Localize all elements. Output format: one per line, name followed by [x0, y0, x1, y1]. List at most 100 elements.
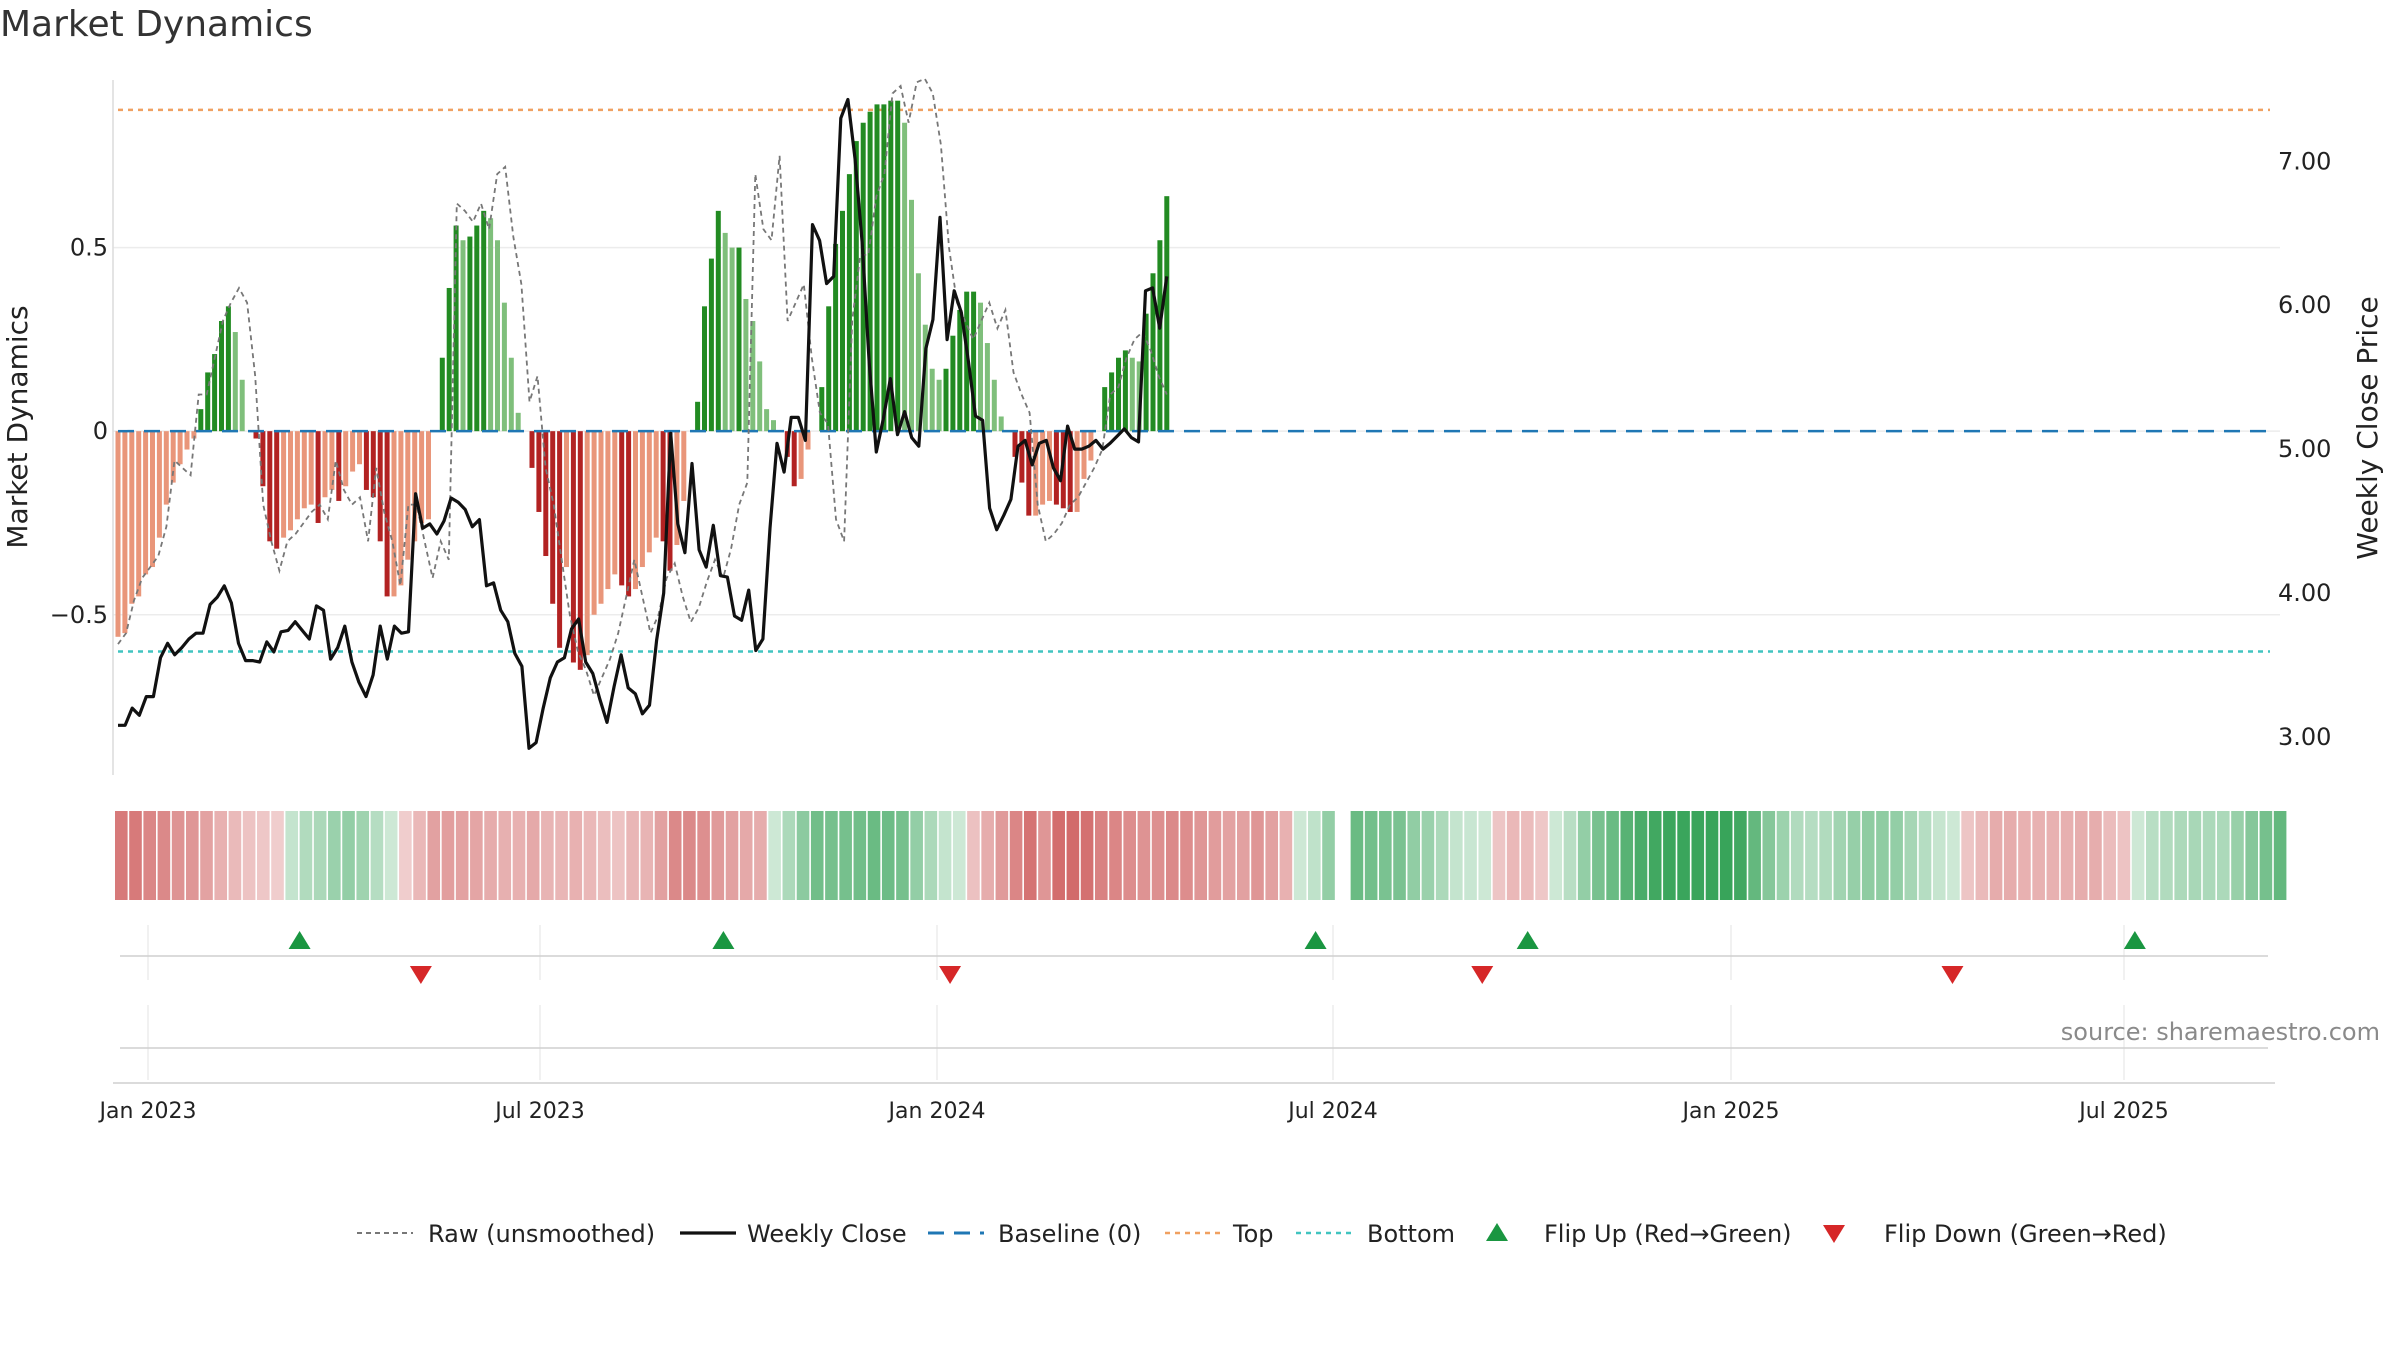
heat-cell [2202, 811, 2216, 900]
heat-cell [1592, 811, 1605, 900]
heat-cell [697, 811, 710, 900]
dynamics-bar [577, 431, 583, 670]
heat-cell [512, 811, 526, 900]
dynamics-bar [543, 431, 549, 557]
heat-cell [1521, 811, 1534, 900]
dynamics-bar [336, 431, 342, 501]
heat-cell [1833, 811, 1847, 900]
right-tick-label: 5.00 [2278, 435, 2331, 463]
dynamics-bar [1026, 431, 1032, 516]
left-tick-label: 0.5 [70, 234, 108, 262]
dynamics-bar [308, 431, 314, 505]
dynamics-bar [1109, 372, 1115, 432]
x-tick-label: Jul 2025 [2077, 1099, 2169, 1124]
dynamics-bar [791, 431, 797, 487]
heat-cell [328, 811, 341, 900]
dynamics-bar [343, 431, 349, 487]
dynamics-bar [115, 431, 121, 637]
dynamics-bar [405, 431, 411, 560]
dynamics-bar [198, 409, 204, 432]
dynamics-bar [536, 431, 542, 512]
flip-up-marker [712, 931, 735, 949]
dynamics-bar [750, 321, 756, 432]
dynamics-bar [867, 111, 873, 432]
heat-cell [399, 811, 412, 900]
heat-cell [1932, 811, 1946, 900]
heat-cell [313, 811, 327, 900]
left-tick-label: −0.5 [50, 601, 108, 629]
heat-cell [1961, 811, 1974, 900]
dynamics-bars [115, 100, 1170, 670]
flip-down-marker [409, 966, 432, 984]
dynamics-bar [398, 431, 404, 586]
dynamics-bar [826, 306, 832, 432]
dynamics-bar [122, 431, 128, 634]
heat-cell [2131, 811, 2145, 900]
dynamics-bar [757, 361, 763, 432]
heat-cell [1137, 811, 1151, 900]
heat-cell [739, 811, 753, 900]
heat-cell [569, 811, 583, 900]
heat-cell [143, 811, 157, 900]
legend-item: Flip Down (Green→Red) [1823, 1220, 2167, 1248]
heat-cell [2117, 811, 2131, 900]
dynamics-bar [771, 420, 776, 432]
legend-swatch-flip-up [1486, 1223, 1508, 1241]
heat-cell [470, 811, 483, 900]
heat-cell [896, 811, 909, 900]
heat-cell [924, 811, 938, 900]
legend-label: Bottom [1367, 1220, 1455, 1248]
legend-label: Baseline (0) [998, 1220, 1141, 1248]
dynamics-bar [1150, 273, 1156, 432]
heat-cell [115, 811, 128, 900]
heat-cell [2160, 811, 2173, 900]
heat-cell [1989, 811, 2003, 900]
heat-cell [214, 811, 228, 900]
dynamics-bar [508, 357, 514, 432]
dynamics-bar [322, 431, 328, 498]
dynamics-bar [695, 401, 701, 432]
dynamics-bar [260, 431, 266, 487]
heat-cell [157, 811, 171, 900]
heat-cell [342, 811, 355, 900]
heat-cell [640, 811, 654, 900]
heat-cell [1094, 811, 1108, 900]
legend-swatch-flip-down [1823, 1225, 1845, 1243]
heat-cell [498, 811, 512, 900]
heat-cell [2145, 811, 2159, 900]
heat-cell [1549, 811, 1563, 900]
legend: Raw (unsmoothed) Weekly Close Baseline (0)… [357, 1220, 2167, 1248]
dynamics-bar [570, 431, 576, 663]
heat-strip [115, 811, 2287, 900]
dynamics-bar [936, 379, 942, 432]
heat-cell [1222, 811, 1236, 900]
dynamics-bar [253, 431, 259, 439]
gridlines [113, 108, 2280, 1080]
dynamics-bar [584, 431, 590, 656]
dynamics-bar [743, 298, 749, 432]
dynamics-bar [1067, 431, 1073, 512]
heat-cell [1066, 811, 1080, 900]
dynamics-bar [639, 431, 645, 568]
heat-cell [1890, 811, 1903, 900]
dynamics-bar [315, 431, 321, 523]
raw-unsmoothed-line [117, 77, 1168, 699]
heat-cell [1151, 811, 1165, 900]
dynamics-bar [964, 291, 970, 432]
heat-cell [2216, 811, 2230, 900]
heat-cell [285, 811, 299, 900]
dynamics-bar [515, 412, 521, 432]
dynamics-bar [1047, 431, 1052, 501]
heat-cell [171, 811, 185, 900]
heat-cell [1350, 811, 1364, 900]
x-tick-label: Jan 2025 [1681, 1099, 1780, 1124]
dynamics-bar [619, 431, 625, 586]
dynamics-bar [798, 431, 804, 479]
heat-cell [1748, 811, 1761, 900]
dynamics-bar [1012, 431, 1018, 457]
dynamics-bar [957, 310, 963, 432]
heat-cell [1208, 811, 1222, 900]
heat-cell [825, 811, 838, 900]
heat-cell [1009, 811, 1023, 900]
dynamics-bar [267, 431, 273, 542]
